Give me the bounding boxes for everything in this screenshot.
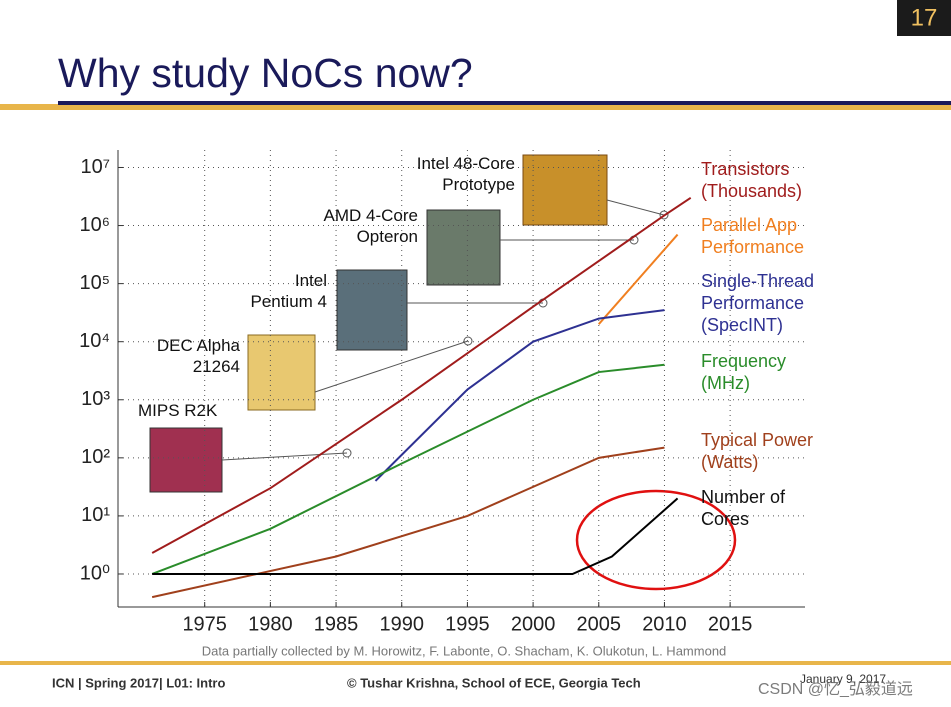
watermark: CSDN @忆_弘毅道远	[758, 680, 913, 698]
x-tick-label: 2000	[511, 613, 556, 635]
chip-label: AMD 4-Core Opteron	[323, 206, 418, 246]
highlight-circle	[575, 489, 737, 591]
x-tick-label: 1995	[445, 613, 490, 635]
page-number-box	[897, 0, 951, 36]
series-label: Parallel App Performance	[701, 215, 805, 257]
series-label: Number of Cores	[701, 487, 786, 529]
series-label: Frequency (MHz)	[701, 351, 787, 393]
y-tick-label: 10³	[81, 388, 110, 410]
title-rule	[0, 104, 951, 110]
chip-label: Intel 48-Core Prototype	[416, 154, 515, 194]
y-tick-label: 10⁵	[79, 272, 110, 294]
leader-lines	[221, 199, 669, 461]
x-tick-label: 1985	[314, 613, 359, 635]
x-tick-label: 1990	[379, 613, 424, 635]
y-tick-label: 10⁴	[79, 330, 110, 352]
footer-date: January 9, 2017	[800, 672, 886, 686]
series-line	[151, 363, 665, 575]
y-tick-label: 10⁶	[80, 214, 110, 236]
x-tick-label: 2010	[642, 613, 687, 635]
series-line	[598, 233, 679, 325]
series-line	[151, 446, 665, 599]
series-label: Transistors (Thousands)	[701, 159, 803, 201]
title-rule-dark	[58, 101, 951, 105]
series-line	[152, 497, 679, 575]
series-line	[374, 309, 665, 482]
series-line	[151, 197, 692, 554]
series-label: Typical Power (Watts)	[701, 430, 814, 472]
source-note: Data partially collected by M. Horowitz,…	[202, 643, 727, 658]
y-tick-label: 10⁷	[81, 156, 110, 178]
y-tick-label: 10¹	[81, 504, 110, 526]
chip-label: DEC Alpha 21264	[156, 336, 240, 376]
chip-images	[149, 154, 608, 493]
x-tick-label: 1980	[248, 613, 293, 635]
slide-title: Why study NoCs now?	[58, 50, 473, 96]
footer-rule	[0, 661, 951, 665]
y-tick-label: 10²	[81, 446, 110, 468]
footer-course: ICN | Spring 2017| L01: Intro	[52, 675, 225, 690]
chip-label: MIPS R2K	[138, 401, 218, 420]
series-label: Single-Thread Performance (SpecINT)	[701, 271, 815, 335]
y-tick-label: 10⁰	[80, 562, 110, 584]
x-tick-label: 2015	[708, 613, 753, 635]
x-tick-label: 1975	[182, 613, 227, 635]
footer-author: © Tushar Krishna, School of ECE, Georgia…	[347, 675, 641, 690]
x-tick-label: 2005	[577, 613, 622, 635]
chip-label: Intel Pentium 4	[250, 271, 327, 311]
page-number: 17	[911, 4, 938, 31]
